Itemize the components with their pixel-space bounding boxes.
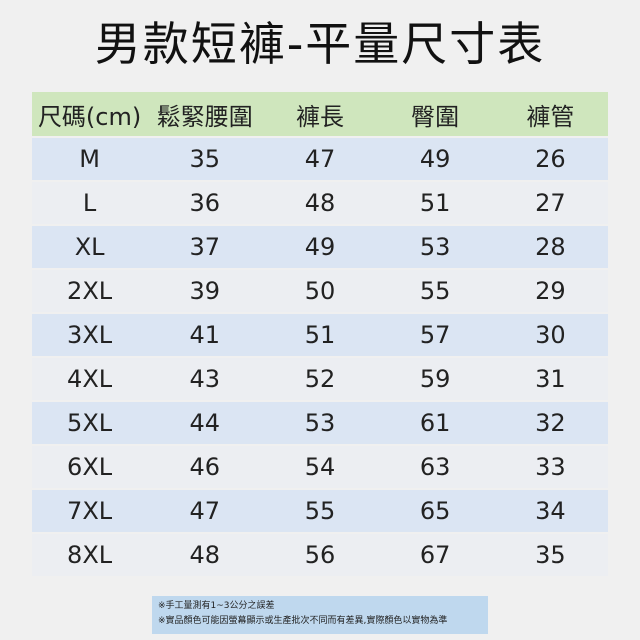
- table-cell: 32: [535, 409, 566, 437]
- table-row: 4XL 43 52 59 31: [32, 358, 608, 400]
- size-table: 尺碼(cm) 鬆緊腰圍 褲長 臀圍 褲管 M 35 47 49 26 L 36 48 51 27 XL 37 49…: [32, 92, 608, 578]
- table-cell: 55: [419, 277, 451, 305]
- table-row: 8XL 48 56 67 35: [32, 534, 608, 576]
- table-cell: 27: [535, 189, 566, 217]
- table-row: M 35 47 49 26: [32, 138, 608, 180]
- table-cell: L: [82, 189, 97, 217]
- table-cell: 28: [535, 233, 566, 261]
- table-cell: 35: [535, 541, 566, 569]
- note-text: ※實品顏色可能因螢幕顯示或生產批次不同而有差異,實際顏色以實物為準: [158, 616, 448, 626]
- table-cell: 35: [189, 145, 221, 173]
- header-cell: 鬆緊腰圍: [156, 102, 253, 131]
- table-cell: 4XL: [67, 365, 113, 393]
- header-cell: 褲長: [295, 102, 344, 131]
- table-cell: 51: [419, 189, 451, 217]
- table-cell: 61: [419, 409, 451, 437]
- table-cell: 49: [304, 233, 336, 261]
- table-cell: 57: [419, 321, 451, 349]
- table-row: 7XL 47 55 65 34: [32, 490, 608, 532]
- table-cell: 63: [419, 453, 451, 481]
- notes-box: ※手工量測有1~3公分之誤差 ※實品顏色可能因螢幕顯示或生產批次不同而有差異,實際…: [152, 596, 488, 634]
- table-cell: 46: [189, 453, 221, 481]
- header-row: 尺碼(cm) 鬆緊腰圍 褲長 臀圍 褲管: [32, 92, 608, 136]
- table-row: XL 37 49 53 28: [32, 226, 608, 268]
- table-cell: 3XL: [67, 321, 113, 349]
- table-cell: 56: [304, 541, 336, 569]
- header-cell: 褲管: [526, 102, 575, 131]
- table-cell: 8XL: [67, 541, 113, 569]
- table-cell: 6XL: [67, 453, 113, 481]
- table-cell: 36: [189, 189, 221, 217]
- table-cell: 59: [419, 365, 451, 393]
- table-cell: 37: [189, 233, 221, 261]
- table-row: 2XL 39 50 55 29: [32, 270, 608, 312]
- table-cell: 47: [189, 497, 221, 525]
- table-cell: M: [79, 145, 100, 173]
- table-cell: 55: [304, 497, 336, 525]
- table-row: 5XL 44 53 61 32: [32, 402, 608, 444]
- table-row: 6XL 46 54 63 33: [32, 446, 608, 488]
- table-cell: 49: [419, 145, 451, 173]
- table-cell: 48: [189, 541, 221, 569]
- table-cell: 44: [189, 409, 221, 437]
- table-cell: 65: [419, 497, 451, 525]
- table-cell: 43: [189, 365, 221, 393]
- note-text: ※手工量測有1~3公分之誤差: [158, 601, 275, 611]
- table-cell: 5XL: [67, 409, 113, 437]
- header-cell: 臀圍: [411, 102, 460, 131]
- table-cell: 52: [304, 365, 336, 393]
- table-cell: 51: [304, 321, 336, 349]
- table-cell: 39: [189, 277, 221, 305]
- table-cell: 53: [419, 233, 451, 261]
- table-cell: 47: [304, 145, 336, 173]
- table-cell: 50: [304, 277, 336, 305]
- header-cell: 尺碼(cm): [37, 102, 142, 131]
- table-row: 3XL 41 51 57 30: [32, 314, 608, 356]
- title: 男款短褲-平量尺寸表: [94, 17, 546, 71]
- table-cell: 54: [304, 453, 336, 481]
- table-cell: 34: [535, 497, 566, 525]
- table-cell: 30: [535, 321, 566, 349]
- table-cell: 48: [304, 189, 336, 217]
- table-cell: 31: [535, 365, 566, 393]
- table-cell: 67: [419, 541, 451, 569]
- table-cell: 2XL: [67, 277, 113, 305]
- table-cell: 53: [304, 409, 336, 437]
- table-cell: XL: [74, 233, 105, 261]
- table-cell: 29: [535, 277, 566, 305]
- table-cell: 33: [535, 453, 566, 481]
- table-cell: 41: [189, 321, 221, 349]
- table-row: L 36 48 51 27: [32, 182, 608, 224]
- table-cell: 7XL: [67, 497, 113, 525]
- table-cell: 26: [535, 145, 566, 173]
